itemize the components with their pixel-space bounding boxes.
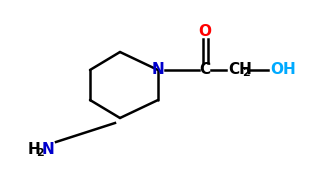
Text: N: N [152,62,165,78]
Text: CH: CH [228,62,252,78]
Text: N: N [42,142,55,158]
Text: 2: 2 [242,68,250,78]
Text: O: O [198,24,211,39]
Text: H: H [28,142,41,158]
Text: C: C [199,62,210,78]
Text: OH: OH [270,62,296,78]
Text: 2: 2 [36,148,44,158]
